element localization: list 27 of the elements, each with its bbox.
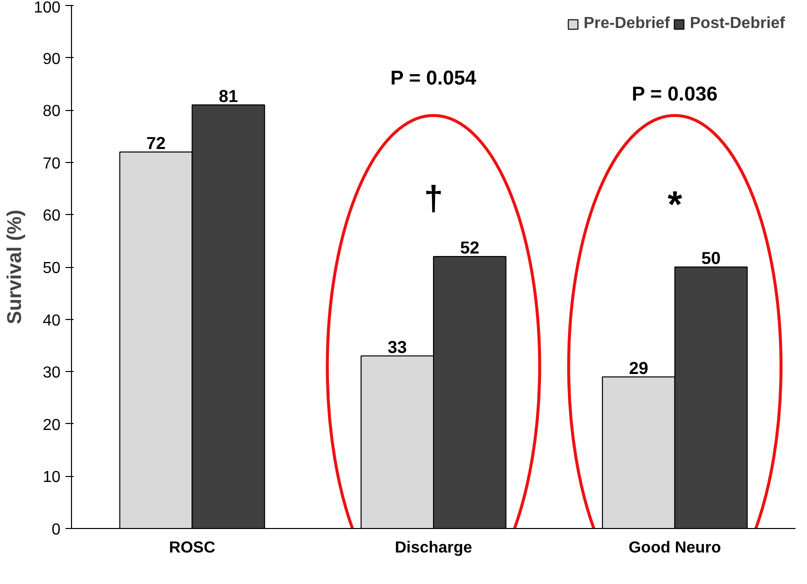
y-tick-label: 80 <box>42 103 61 120</box>
y-tick-label: 50 <box>42 260 61 277</box>
annotation: P = 0.036 <box>632 83 718 106</box>
y-tick-label: 10 <box>42 469 61 486</box>
x-tick-label: ROSC <box>169 540 216 556</box>
data-label: 33 <box>388 336 408 357</box>
annotation: * <box>668 183 683 226</box>
y-tick-label: 100 <box>34 0 61 16</box>
y-tick-label: 30 <box>42 364 61 382</box>
data-label: 72 <box>146 132 166 153</box>
data-label: 29 <box>628 358 648 378</box>
y-tick-label: 90 <box>42 50 61 68</box>
annotation: P = 0.054 <box>390 68 478 90</box>
annotation: † <box>424 180 444 218</box>
y-axis-title: Survival (%) <box>4 210 26 324</box>
data-label: 50 <box>701 248 721 268</box>
x-tick-label: Good Neuro <box>628 540 722 556</box>
data-label: 81 <box>218 86 238 106</box>
data-label: 52 <box>460 238 480 258</box>
y-tick-label: 60 <box>42 208 61 225</box>
x-tick-label: Discharge <box>394 540 472 556</box>
y-tick-label: 20 <box>42 416 61 434</box>
y-tick-label: 70 <box>42 155 61 172</box>
y-tick-label: 40 <box>42 312 61 330</box>
y-tick-label: 0 <box>52 522 61 538</box>
legend-label: Pre-Debrief <box>584 15 670 33</box>
legend-label: Post-Debrief <box>690 15 785 33</box>
